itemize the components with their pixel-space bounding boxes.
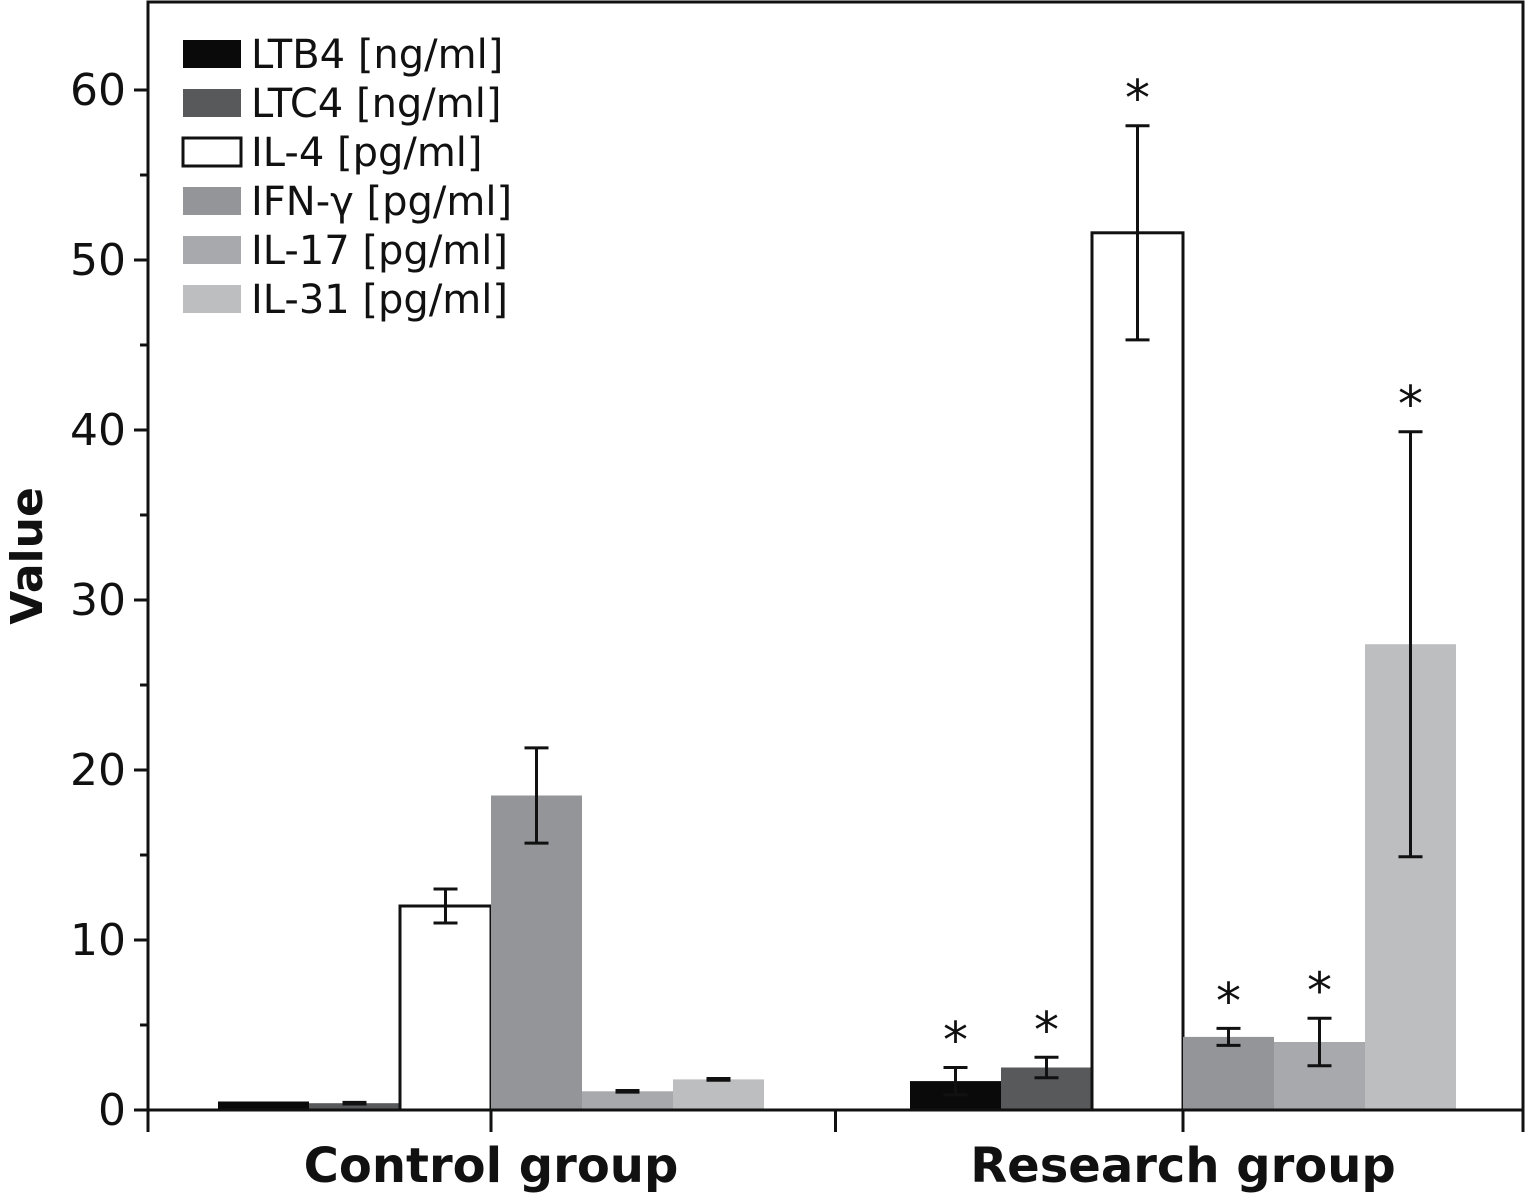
bar — [398, 904, 493, 1112]
legend-label: IL-31 [pg/ml] — [251, 277, 508, 323]
y-tick-label: 60 — [70, 65, 126, 116]
significance-marker: * — [1216, 972, 1241, 1030]
x-category-label: Research group — [970, 1138, 1396, 1194]
error-bars-layer — [342, 124, 1423, 1106]
bar — [309, 1103, 400, 1110]
legend-label: IL-4 [pg/ml] — [251, 130, 483, 176]
bar — [491, 795, 582, 1110]
y-axis-ticks: 0 10 20 30 40 50 60 — [70, 65, 148, 1136]
legend-label: LTC4 [ng/ml] — [251, 81, 501, 127]
legend-swatch — [183, 40, 241, 68]
legend-label: IL-17 [pg/ml] — [251, 228, 508, 274]
bar — [1090, 231, 1185, 1112]
significance-markers-layer: * * * * * * — [943, 70, 1423, 1070]
x-axis-ticks: Control group Research group — [146, 1110, 1525, 1194]
legend-swatch — [183, 236, 241, 264]
significance-marker: * — [1398, 376, 1423, 434]
significance-marker: * — [1125, 70, 1150, 128]
bar — [1183, 1036, 1274, 1110]
bar — [673, 1079, 764, 1110]
legend-swatch — [183, 285, 241, 313]
y-tick-label: 10 — [70, 915, 126, 966]
significance-marker: * — [1307, 962, 1332, 1020]
x-category-label: Control group — [304, 1138, 679, 1194]
legend-swatch — [181, 136, 243, 168]
legend-label: LTB4 [ng/ml] — [251, 32, 503, 78]
legend-swatch — [183, 89, 241, 117]
y-axis-title: Value — [2, 487, 53, 625]
y-tick-label: 0 — [98, 1085, 126, 1136]
bar — [582, 1091, 673, 1110]
bars-layer — [218, 231, 1456, 1112]
legend-label: IFN-γ [pg/ml] — [251, 179, 512, 225]
y-tick-label: 40 — [70, 405, 126, 456]
significance-marker: * — [943, 1012, 968, 1070]
y-tick-label: 30 — [70, 575, 126, 626]
legend-swatch — [183, 187, 241, 215]
significance-marker: * — [1034, 1001, 1059, 1059]
y-tick-label: 50 — [70, 235, 126, 286]
bar — [218, 1101, 309, 1110]
legend: LTB4 [ng/ml]LTC4 [ng/ml]IL-4 [pg/ml]IFN-… — [181, 32, 512, 323]
y-tick-label: 20 — [70, 745, 126, 796]
